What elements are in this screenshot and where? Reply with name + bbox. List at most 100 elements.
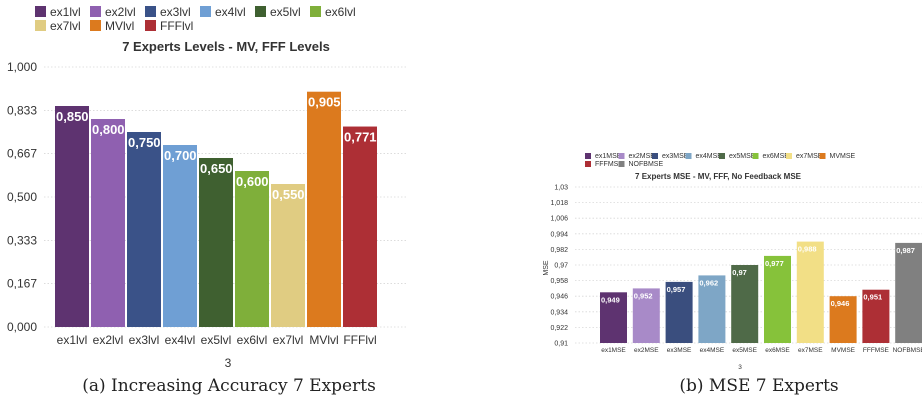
a-bar-group: 0,600 ex6lvl: [235, 171, 269, 347]
a-legend-label: ex4lvl: [215, 5, 246, 19]
b-data-label: 0,952: [634, 291, 653, 300]
b-legend-label: FFFMSE: [595, 161, 623, 168]
a-data-label: 0,771: [344, 130, 377, 145]
b-x-tick-label: ex4MSE: [700, 347, 725, 354]
b-bar-group: 0,977 ex6MSE: [764, 255, 791, 354]
b-bar: [632, 288, 660, 343]
b-legend-item: MVMSE: [819, 153, 856, 160]
a-data-label: 0,750: [128, 135, 161, 150]
b-legend-label: ex1MSE: [595, 153, 622, 160]
a-legend-label: ex3lvl: [160, 5, 191, 19]
chart-b-title: 7 Experts MSE - MV, FFF, No Feedback MSE: [635, 172, 802, 181]
b-y-tick-label: 0,934: [550, 309, 568, 316]
a-bar-group: 0,700 ex4lvl: [163, 145, 197, 347]
a-legend-label: FFFlvl: [160, 19, 193, 33]
b-legend-label: ex3MSE: [662, 153, 689, 160]
b-legend-item: FFFMSE: [585, 161, 623, 168]
chart-a: 7 Experts Levels - MV, FFF Levels 0,000 0…: [7, 5, 406, 396]
a-bar: [343, 126, 377, 327]
a-data-label: 0,650: [200, 161, 233, 176]
a-bar: [235, 171, 269, 327]
b-legend-swatch: [585, 161, 591, 167]
a-legend-label: ex1lvl: [50, 5, 81, 19]
a-bar-group: 0,800 ex2lvl: [91, 119, 125, 347]
b-bar: [698, 275, 726, 343]
b-y-tick-label: 1,006: [550, 216, 568, 223]
a-legend-item: ex5lvl: [255, 5, 301, 19]
b-x-tick-label: ex2MSE: [634, 347, 659, 354]
a-bar: [307, 91, 341, 327]
a-legend-item: ex4lvl: [200, 5, 246, 19]
b-legend-swatch: [618, 153, 625, 159]
a-legend-item: ex1lvl: [35, 5, 81, 19]
a-y-tick-label: 0,667: [7, 147, 37, 161]
chart-b-legend: ex1MSE ex2MSE ex3MSE ex4MSE ex5MSE ex6MSE ex7M…: [585, 153, 856, 168]
a-legend-item: MVlvl: [90, 19, 134, 33]
a-x-tick-label: ex5lvl: [201, 333, 232, 347]
chart-b-bars: 0,949 ex1MSE 0,952 ex2MSE 0,957 ex3MSE 0,962 ex…: [600, 241, 922, 354]
a-bar-group: 0,750 ex3lvl: [127, 132, 161, 347]
b-legend-swatch: [786, 153, 792, 159]
a-legend-item: ex7lvl: [35, 19, 81, 33]
a-bar: [199, 158, 233, 327]
b-data-label: 0,97: [732, 268, 747, 277]
b-x-tick-label: MVMSE: [831, 347, 856, 354]
b-x-tick-label: ex3MSE: [667, 347, 692, 354]
a-legend-swatch: [255, 6, 266, 17]
a-legend-swatch: [35, 20, 46, 31]
b-bar: [862, 289, 890, 343]
b-bar: [796, 241, 824, 343]
b-bar-group: 0,946 MVMSE: [829, 296, 857, 354]
b-legend-swatch: [819, 153, 826, 159]
b-data-label: 0,946: [831, 299, 850, 308]
a-legend-label: MVlvl: [105, 19, 134, 33]
a-x-tick-label: ex4lvl: [165, 333, 196, 347]
a-legend-item: FFFlvl: [145, 19, 193, 33]
a-x-tick-label: FFFlvl: [343, 333, 376, 347]
a-legend-item: ex6lvl: [310, 5, 356, 19]
a-data-label: 0,905: [308, 95, 341, 110]
b-legend-label: ex7MSE: [796, 153, 823, 160]
b-data-label: 0,987: [896, 246, 915, 255]
b-bar-group: 0,957 ex3MSE: [665, 281, 693, 354]
a-legend-label: ex6lvl: [325, 5, 356, 19]
a-legend-label: ex5lvl: [270, 5, 301, 19]
b-legend-swatch: [685, 153, 692, 159]
a-legend-label: ex7lvl: [50, 19, 81, 33]
b-y-tick-label: 0,946: [550, 294, 568, 301]
a-bar: [91, 119, 125, 327]
b-legend-swatch: [585, 153, 591, 159]
b-y-tick-label: 0,958: [550, 278, 568, 285]
a-legend-swatch: [145, 6, 156, 17]
a-y-tick-label: 1,000: [7, 60, 37, 74]
b-legend-item: ex3MSE: [652, 153, 689, 160]
b-legend-swatch: [618, 161, 625, 167]
a-legend-swatch: [310, 6, 321, 17]
b-bar-group: 0,949 ex1MSE: [600, 292, 627, 354]
b-data-label: 0,977: [765, 259, 784, 268]
b-legend-label: ex5MSE: [729, 153, 756, 160]
b-data-label: 0,962: [699, 278, 718, 287]
b-x-tick-label: ex1MSE: [601, 347, 626, 354]
a-x-tick-label: ex1lvl: [57, 333, 88, 347]
a-data-label: 0,700: [164, 148, 197, 163]
b-y-tick-label: 0,994: [550, 231, 568, 238]
b-legend-label: ex4MSE: [696, 153, 723, 160]
b-legend-item: ex4MSE: [685, 153, 723, 160]
b-bar-group: 0,962 ex4MSE: [698, 275, 726, 354]
b-y-tick-label: 0,982: [550, 247, 568, 254]
b-bar-group: 0,988 ex7MSE: [796, 241, 824, 354]
a-bar: [127, 132, 161, 327]
b-data-label: 0,949: [601, 295, 620, 304]
a-legend-swatch: [145, 20, 156, 31]
a-bar: [271, 184, 305, 327]
chart-b-caption: (b) MSE 7 Experts: [679, 376, 838, 396]
a-bar-group: 0,905 MVlvl: [307, 91, 341, 347]
a-legend-swatch: [35, 6, 46, 17]
b-legend-item: NOFBMSE: [618, 161, 663, 168]
chart-b: 7 Experts MSE - MV, FFF, No Feedback MSE…: [543, 153, 922, 396]
b-data-label: 0,951: [863, 293, 882, 302]
a-y-tick-label: 0,000: [7, 320, 37, 334]
b-bar: [895, 242, 922, 343]
b-bar: [829, 296, 857, 343]
